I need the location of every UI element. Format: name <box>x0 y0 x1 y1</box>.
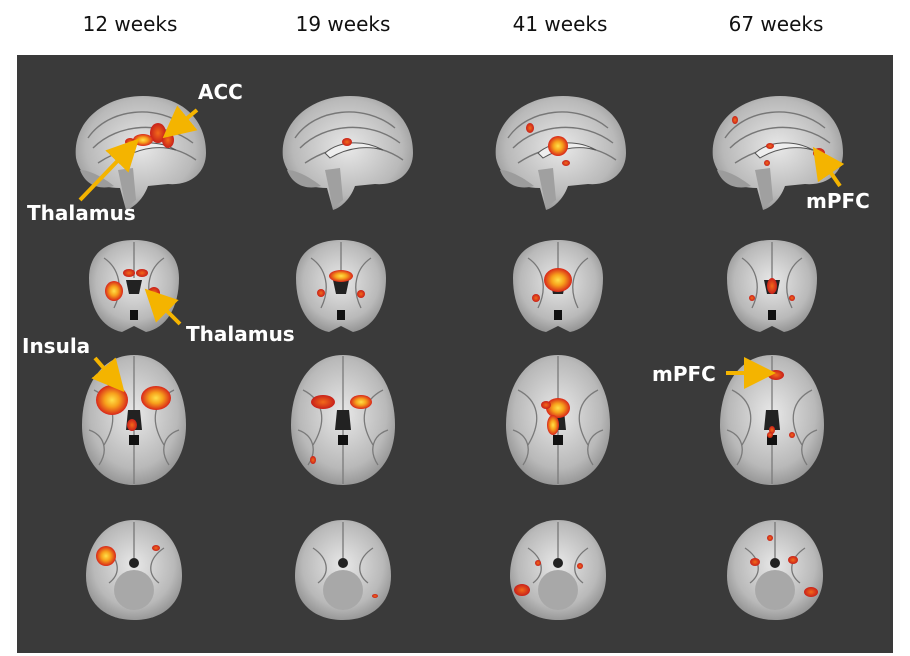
label-acc: ACC <box>198 80 243 104</box>
brain-sagittal-41w <box>494 95 627 211</box>
label-thalamus-sagittal: Thalamus <box>27 201 136 225</box>
column-header-19-weeks: 19 weeks <box>295 12 391 36</box>
thalamus-coronal-arrow <box>144 288 182 326</box>
label-insula: Insula <box>22 334 90 358</box>
brain-axial-upper-41w <box>505 354 611 486</box>
brain-axial-upper-12w <box>81 354 187 486</box>
brain-axial-lower-12w <box>85 519 183 621</box>
label-mpfc-axial: mPFC <box>652 362 716 386</box>
brain-sagittal-12w <box>74 95 207 211</box>
label-thalamus-coronal: Thalamus <box>186 322 295 346</box>
brain-coronal-67w <box>726 239 818 333</box>
brain-coronal-19w <box>295 239 387 333</box>
brain-sagittal-19w <box>281 95 414 211</box>
brain-axial-lower-41w <box>509 519 607 621</box>
column-header-67-weeks: 67 weeks <box>728 12 824 36</box>
brain-axial-lower-19w <box>294 519 392 621</box>
column-header-12-weeks: 12 weeks <box>82 12 178 36</box>
column-header-41-weeks: 41 weeks <box>512 12 608 36</box>
mpfc-sagittal-arrow <box>812 146 845 188</box>
brain-coronal-41w <box>512 239 604 333</box>
thalamus-sagittal-arrow <box>78 138 140 202</box>
brain-axial-lower-67w <box>726 519 824 621</box>
insula-arrow <box>91 356 125 393</box>
brain-axial-upper-19w <box>290 354 396 486</box>
acc-arrow <box>162 105 199 139</box>
label-mpfc-sagittal: mPFC <box>806 189 870 213</box>
brain-coronal-12w <box>88 239 180 333</box>
